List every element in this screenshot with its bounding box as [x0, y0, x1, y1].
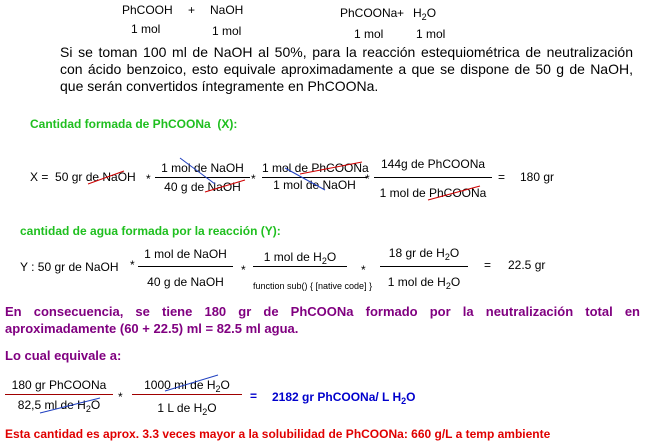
denominator: 1 L de H2O — [132, 401, 242, 417]
fraction-line — [262, 177, 367, 178]
operator: * — [361, 263, 366, 277]
cancel-stroke — [299, 161, 363, 175]
cancel-stroke — [164, 374, 219, 392]
cancel-stroke — [204, 179, 246, 193]
text-part: 1 L de H — [157, 401, 203, 415]
text-part: 1000 ml de H — [144, 378, 216, 392]
text-part: 2182 gr PhCOONa/ L H — [272, 390, 402, 404]
text-part: H — [413, 6, 422, 20]
amount: 1 mol — [212, 24, 242, 38]
operator: * — [130, 258, 135, 272]
fraction-line — [374, 177, 492, 178]
fraction-line — [138, 266, 233, 267]
numerator: 1 mol de H2O — [253, 250, 347, 266]
conclusion-paragraph: En consecuencia, se tiene 180 gr de PhCO… — [5, 304, 640, 336]
text-part: 18 gr de H — [388, 246, 445, 260]
result: 180 gr — [520, 170, 555, 184]
subscript: function sub() { [native code] } — [253, 281, 373, 291]
subscript: 2 — [321, 256, 327, 266]
subscript: 2 — [445, 281, 451, 291]
denominator: function sub() { [native code] } — [253, 275, 372, 291]
cancel-stroke — [179, 157, 216, 185]
operator: * — [365, 172, 370, 186]
text-part: O — [449, 246, 460, 260]
numerator: 1 mol de NaOH — [144, 247, 227, 261]
amount: 1 mol — [354, 27, 384, 41]
text-part: O — [450, 275, 461, 289]
intro-paragraph: Si se toman 100 ml de NaOH al 50%, para … — [60, 44, 633, 94]
note: Esta cantidad es aprox. 3.3 veces mayor … — [5, 427, 551, 441]
numerator: 180 gr PhCOONa — [11, 378, 107, 392]
denominator: 82,5 ml de H2O — [5, 398, 113, 414]
equation-lead: Y : 50 gr de NaOH — [20, 260, 119, 274]
result: 22.5 gr — [508, 258, 546, 272]
section-heading: cantidad de agua formada por la reacción… — [20, 224, 281, 238]
subscript: 2 — [421, 12, 427, 22]
fraction-line — [253, 266, 347, 267]
section-heading: Lo cual equivale a: — [5, 348, 122, 363]
denominator: 1 mol de H2O — [380, 275, 468, 291]
fraction-line — [380, 266, 468, 267]
fraction-line — [155, 177, 250, 178]
plus: + — [397, 6, 405, 20]
text-part: O — [426, 6, 437, 20]
text-part: O — [406, 390, 416, 404]
text-part: 1 mol de H — [263, 250, 322, 264]
subscript: 2 — [444, 252, 450, 262]
denominator: 1 mol de PhCOONa — [379, 186, 487, 200]
operator: = — [498, 170, 506, 184]
product: H2O — [413, 6, 437, 22]
operator: = — [250, 389, 258, 403]
operator: = — [484, 258, 492, 272]
result: 2182 gr PhCOONa/ L H2O — [272, 390, 416, 406]
text-part: O — [90, 398, 101, 412]
numerator: 1 mol de PhCOONa — [262, 161, 369, 175]
operator: * — [251, 172, 256, 186]
cancel-stroke — [87, 170, 125, 185]
text-part: O — [220, 378, 230, 392]
cancel-stroke — [284, 167, 326, 191]
subscript: 2 — [85, 404, 91, 414]
text-part: O — [207, 401, 217, 415]
numerator: 1 mol de NaOH — [161, 161, 244, 175]
subscript: 2 — [202, 407, 208, 417]
subscript: 2 — [401, 396, 407, 406]
operator: * — [241, 263, 246, 277]
product: PhCOONa — [340, 6, 398, 20]
denominator: 40 g de NaOH — [147, 275, 224, 289]
operator: * — [118, 390, 123, 404]
text-part: 82,5 ml de H — [17, 398, 86, 412]
text-part: 1 mol de H — [387, 275, 446, 289]
numerator: 144g de PhCOONa — [380, 157, 486, 171]
plus: + — [188, 3, 196, 17]
equation-lead: X = 50 gr de NaOH — [30, 170, 136, 184]
operator: * — [146, 172, 151, 186]
cancel-stroke — [39, 397, 101, 414]
amount: 1 mol — [416, 27, 446, 41]
subscript: 2 — [215, 384, 221, 394]
cancel-stroke — [427, 185, 481, 201]
text-part: O — [326, 250, 337, 264]
section-heading: Cantidad formada de PhCOONa (X): — [30, 117, 238, 131]
fraction-line — [5, 394, 113, 395]
reactant: PhCOOH — [122, 3, 173, 17]
numerator: 1000 ml de H2O — [132, 378, 242, 394]
reactant: NaOH — [210, 3, 244, 17]
numerator: 18 gr de H2O — [380, 246, 468, 262]
fraction-line — [132, 394, 242, 395]
amount: 1 mol — [131, 22, 161, 36]
